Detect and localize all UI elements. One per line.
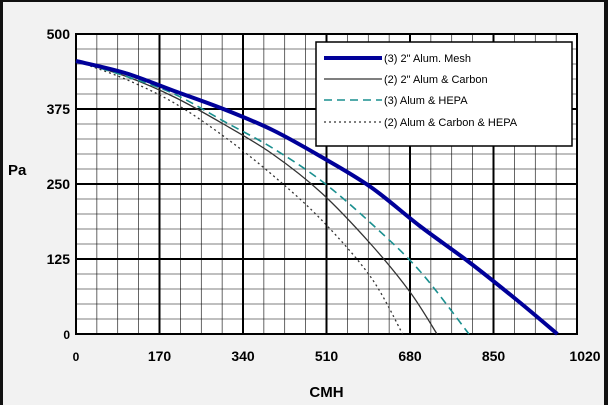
gridlines bbox=[75, 33, 578, 335]
plot-border bbox=[75, 33, 578, 335]
x-tick-label: 1020 bbox=[569, 348, 600, 364]
series-line-1 bbox=[75, 59, 559, 336]
x-tick-label: 680 bbox=[398, 348, 422, 364]
figure-frame-right bbox=[604, 0, 608, 405]
x-tick-label: 510 bbox=[315, 348, 339, 364]
legend: (3) 2" Alum. Mesh (2) 2" Alum & Carbon (3)… bbox=[315, 41, 573, 147]
figure-frame-top bbox=[0, 0, 608, 2]
y-axis-title: Pa bbox=[8, 162, 27, 179]
x-tick-label: 850 bbox=[482, 348, 506, 364]
x-tick-label: 170 bbox=[148, 348, 172, 364]
y-tick-label: 0 bbox=[63, 328, 70, 342]
series-line-3 bbox=[75, 60, 470, 335]
y-tick-label: 500 bbox=[47, 26, 71, 42]
y-tick-label: 125 bbox=[47, 251, 71, 267]
axes: 0 170 340 510 680 850 1020 0 125 250 375 500 CMH Pa bbox=[8, 26, 601, 401]
x-tick-label: 340 bbox=[231, 348, 255, 364]
y-tick-label: 250 bbox=[47, 176, 71, 192]
legend-label-4: (2) Alum & Carbon & HEPA bbox=[384, 117, 518, 129]
figure-frame-left bbox=[0, 0, 3, 405]
legend-label-2: (2) 2" Alum & Carbon bbox=[384, 74, 488, 86]
series-line-4 bbox=[75, 60, 404, 335]
y-tick-label: 375 bbox=[47, 101, 71, 117]
x-axis-title: CMH bbox=[309, 384, 343, 401]
series-lines bbox=[75, 59, 559, 336]
x-tick-label: 0 bbox=[73, 350, 80, 364]
legend-label-1: (3) 2" Alum. Mesh bbox=[384, 53, 471, 65]
legend-label-3: (3) Alum & HEPA bbox=[384, 95, 468, 107]
